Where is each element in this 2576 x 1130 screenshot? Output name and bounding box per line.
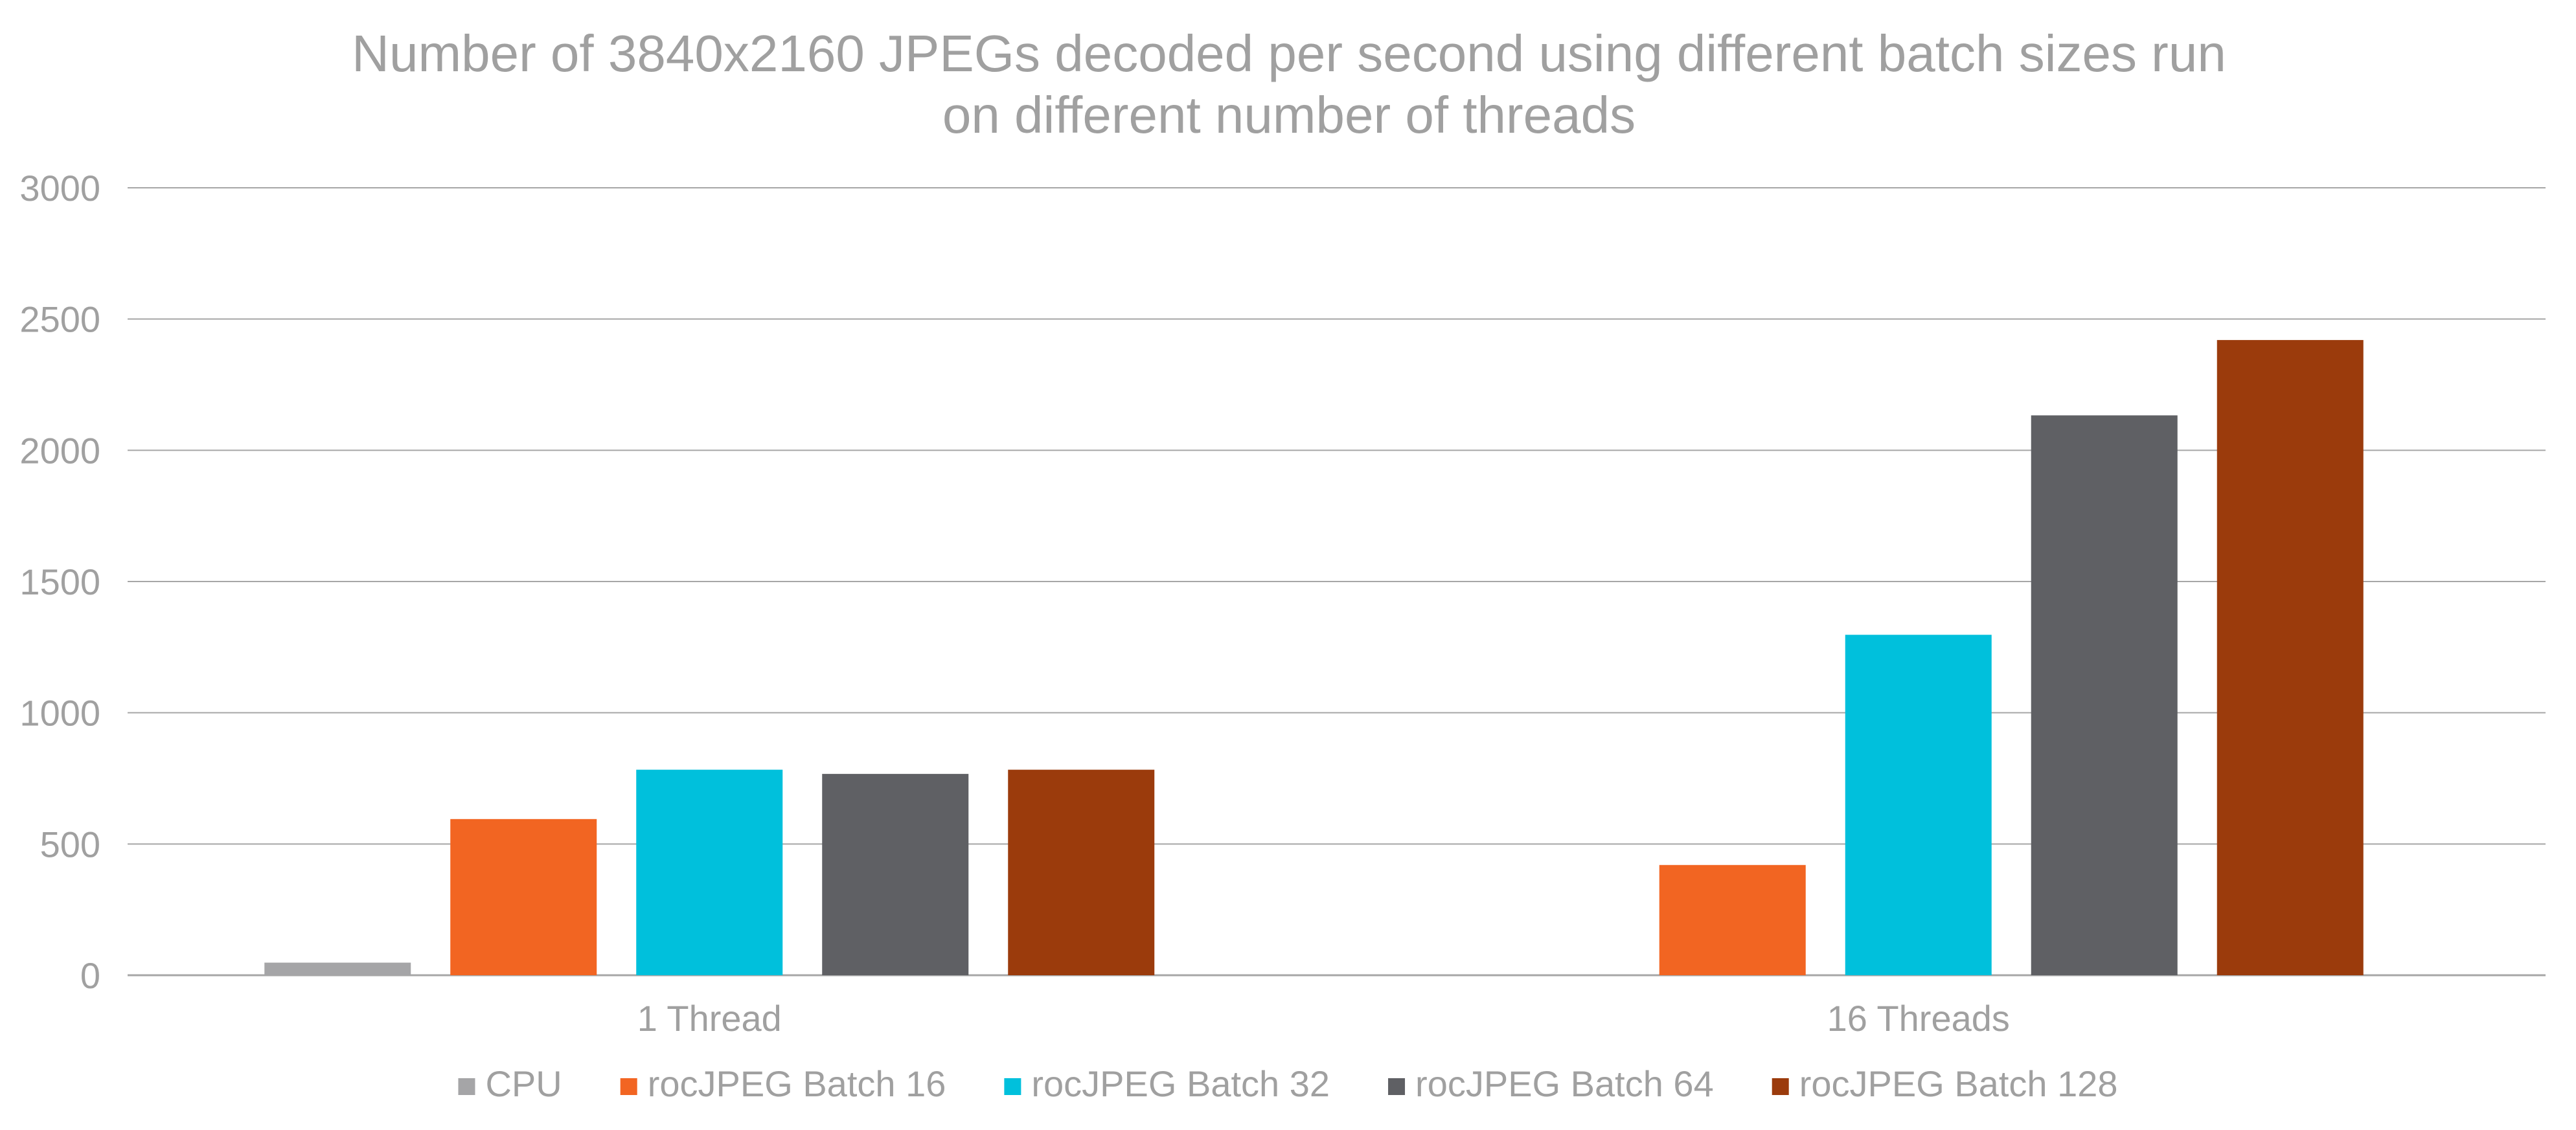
bar	[1008, 769, 1155, 975]
chart-title: Number of 3840x2160 JPEGs decoded per se…	[352, 25, 2226, 144]
bar	[636, 769, 783, 975]
y-tick-label: 1000	[19, 693, 100, 734]
y-tick-label: 0	[80, 955, 100, 996]
x-axis: 1 Thread 16 Threads	[637, 998, 2010, 1039]
chart-title-line-1: Number of 3840x2160 JPEGs decoded per se…	[352, 25, 2226, 82]
legend-swatch	[458, 1078, 475, 1095]
bar	[1659, 864, 1806, 975]
legend-label: CPU	[485, 1063, 562, 1104]
chart-title-line-2: on different number of threads	[942, 86, 1636, 144]
y-tick-label: 3000	[19, 168, 100, 209]
bars	[264, 340, 2364, 975]
legend-label: rocJPEG Batch 16	[648, 1063, 946, 1104]
legend-swatch	[1388, 1078, 1406, 1095]
bar	[450, 819, 597, 975]
legend-swatch	[620, 1078, 637, 1095]
legend-label: rocJPEG Batch 128	[1799, 1063, 2118, 1104]
x-tick-label: 1 Thread	[637, 998, 782, 1039]
y-axis: 0 500 1000 1500 2000 2500 3000	[19, 168, 100, 996]
legend-label: rocJPEG Batch 32	[1031, 1063, 1330, 1104]
legend-swatch	[1004, 1078, 1021, 1095]
bar	[822, 774, 969, 975]
y-tick-label: 2500	[19, 299, 100, 340]
legend-swatch	[1772, 1078, 1789, 1095]
bar	[2217, 340, 2364, 975]
bar	[2031, 415, 2178, 975]
bar	[264, 962, 411, 975]
x-tick-label: 16 Threads	[1827, 998, 2010, 1039]
legend-label: rocJPEG Batch 64	[1415, 1063, 1714, 1104]
legend: CPU rocJPEG Batch 16 rocJPEG Batch 32 rocJP…	[458, 1063, 2118, 1104]
y-tick-label: 500	[40, 824, 100, 864]
y-tick-label: 1500	[19, 561, 100, 602]
bar	[1845, 635, 1992, 975]
y-tick-label: 2000	[19, 430, 100, 471]
